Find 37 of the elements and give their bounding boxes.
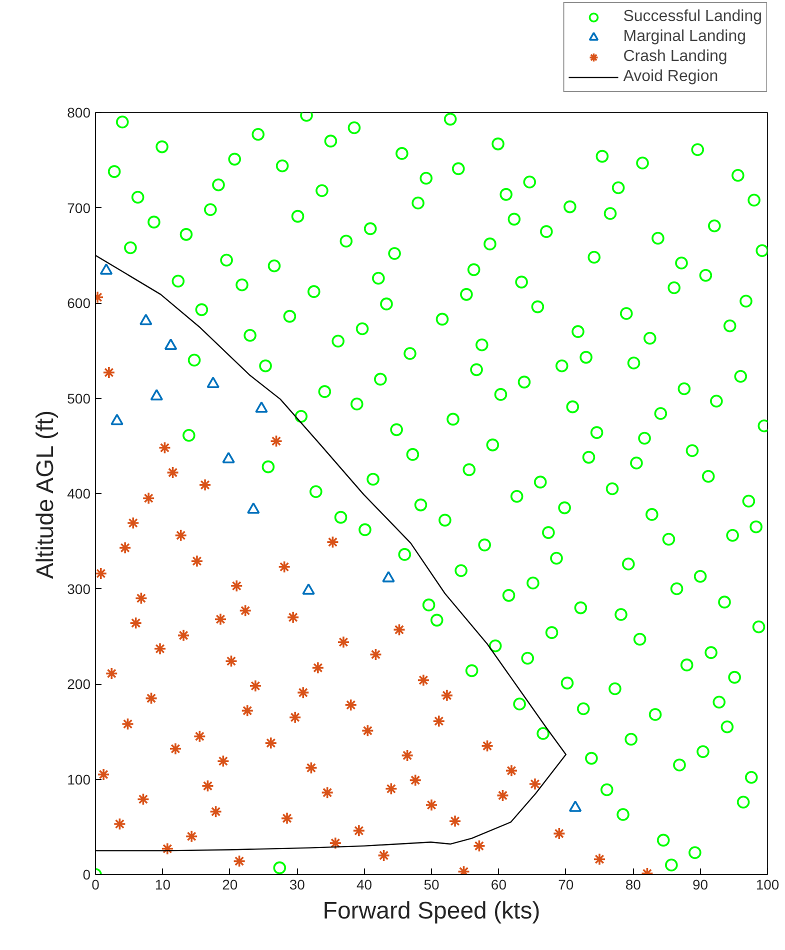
legend-label: Crash Landing xyxy=(623,48,728,66)
y-tick-label: 0 xyxy=(82,866,91,882)
x-tick-label: 70 xyxy=(558,876,574,892)
x-tick-label: 10 xyxy=(154,876,171,892)
y-tick-label: 200 xyxy=(67,676,91,692)
x-tick-label: 60 xyxy=(490,876,507,892)
y-tick-label: 500 xyxy=(67,390,91,406)
x-tick-label: 20 xyxy=(222,876,238,892)
x-tick-label: 50 xyxy=(424,876,440,892)
point xyxy=(164,338,178,350)
point xyxy=(222,452,235,464)
point xyxy=(150,389,164,400)
point xyxy=(568,800,582,812)
x-tick-label: 100 xyxy=(756,876,780,892)
point xyxy=(140,314,152,326)
legend-label: Marginal Landing xyxy=(623,28,746,46)
point xyxy=(255,401,268,413)
point xyxy=(110,414,124,426)
y-tick-label: 300 xyxy=(67,580,91,597)
x-tick-label: 80 xyxy=(625,876,642,892)
x-axis-title: Forward Speed (kts) xyxy=(322,898,540,924)
x-tick-label: 90 xyxy=(692,876,708,892)
y-tick-label: 400 xyxy=(67,486,91,502)
legend-label: Successful Landing xyxy=(623,8,762,26)
x-tick-label: 30 xyxy=(289,876,306,892)
legend-label: Avoid Region xyxy=(623,68,718,86)
point xyxy=(382,571,395,582)
point xyxy=(206,376,220,388)
y-tick-label: 800 xyxy=(67,104,91,120)
point xyxy=(247,502,260,514)
y-axis-title: Altitude AGL (ft) xyxy=(32,410,60,579)
y-tick-label: 600 xyxy=(67,295,91,311)
point xyxy=(302,583,315,595)
point xyxy=(100,263,113,275)
y-tick-label: 100 xyxy=(67,771,91,788)
y-tick-label: 700 xyxy=(67,200,91,216)
x-tick-label: 40 xyxy=(356,876,372,892)
